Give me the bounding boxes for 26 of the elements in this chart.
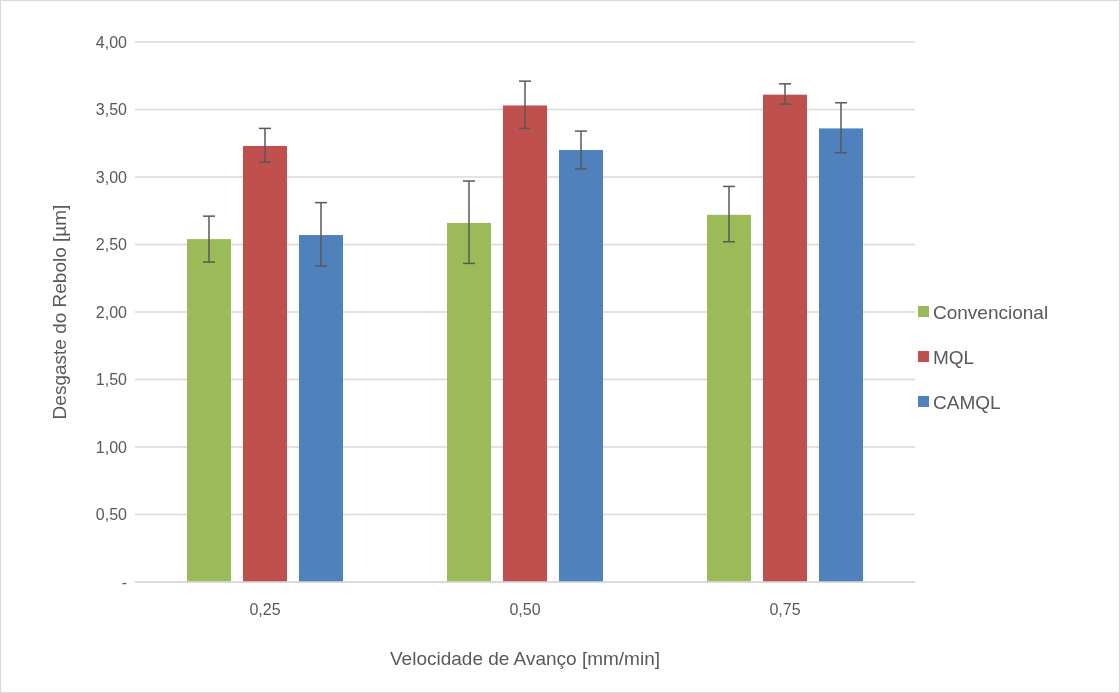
bar xyxy=(559,150,603,582)
y-tick-label: 1,00 xyxy=(95,438,128,456)
y-tick-label: 2,00 xyxy=(95,303,128,321)
bar xyxy=(299,235,343,582)
legend-label: Convencional xyxy=(933,301,1049,323)
y-tick-label: 0,50 xyxy=(95,506,128,524)
legend-label: CAMQL xyxy=(933,391,1001,413)
y-tick-label: 4,00 xyxy=(95,33,128,51)
bar xyxy=(763,94,807,582)
legend-label: MQL xyxy=(933,346,975,368)
y-tick-label: 2,50 xyxy=(95,236,128,254)
y-tick-label: 3,50 xyxy=(95,101,128,119)
y-tick-label: 1,50 xyxy=(95,371,128,389)
bar xyxy=(503,105,547,582)
y-tick-label: 3,00 xyxy=(95,168,128,186)
y-tick-label: - xyxy=(121,573,127,591)
x-axis-title: Velocidade de Avanço [mm/min] xyxy=(389,648,661,669)
bar xyxy=(707,214,751,582)
bar xyxy=(447,222,491,582)
bar xyxy=(243,145,287,582)
x-tick-label: 0,75 xyxy=(769,601,801,618)
x-tick-label: 0,50 xyxy=(509,601,541,618)
x-tick-label: 0,25 xyxy=(249,601,281,618)
bar xyxy=(819,128,863,582)
y-axis-title: Desgaste do Rebolo [µm] xyxy=(49,204,70,420)
bar xyxy=(187,239,231,582)
